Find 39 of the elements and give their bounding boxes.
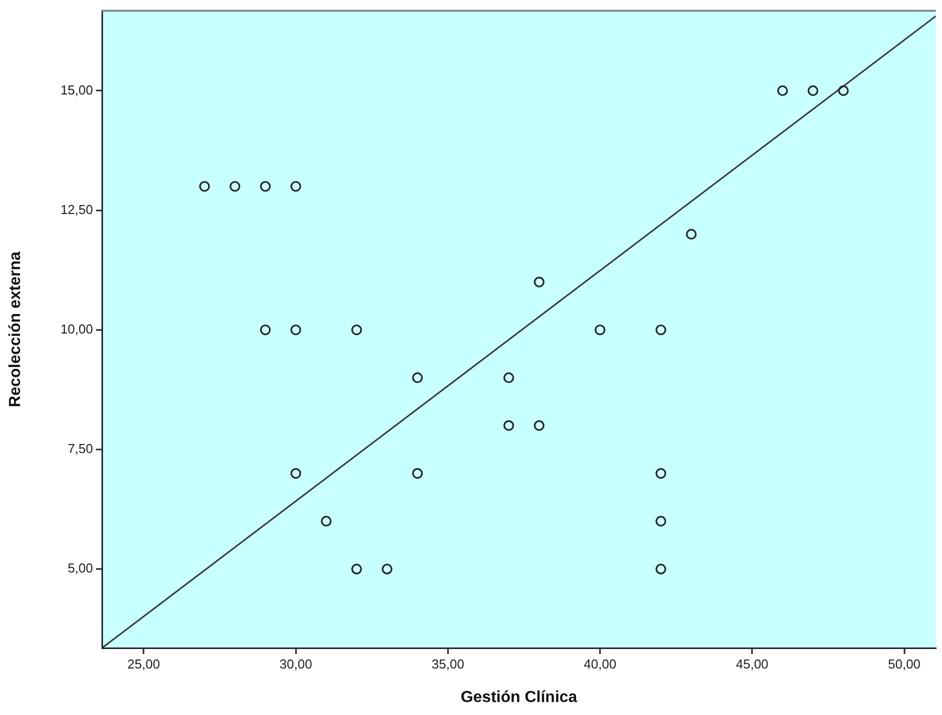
point <box>351 564 362 574</box>
point <box>290 181 302 192</box>
point <box>412 372 423 384</box>
point <box>412 468 423 479</box>
point <box>838 85 849 96</box>
point <box>351 324 362 336</box>
x-tick-label: 30,00 <box>280 656 312 672</box>
x-tick-label: 40,00 <box>584 656 616 672</box>
point <box>230 181 240 192</box>
y-tick-label: 15,00 <box>60 82 93 98</box>
point <box>656 516 666 527</box>
point <box>808 85 818 96</box>
point <box>686 228 697 240</box>
point <box>503 420 514 431</box>
y-tick-label: 7,50 <box>68 441 93 456</box>
x-axis-title: Gestión Clínica <box>460 688 578 706</box>
point <box>290 468 302 479</box>
y-tick-label: 12,50 <box>60 202 93 217</box>
point <box>534 276 544 288</box>
x-tick-label: 25,00 <box>127 656 160 672</box>
point <box>260 181 271 192</box>
point <box>594 324 606 336</box>
x-tick-label: 45,00 <box>736 656 768 672</box>
point <box>290 324 302 336</box>
point <box>656 324 666 336</box>
point <box>382 564 392 574</box>
x-tick-label: 50,00 <box>888 656 921 672</box>
y-tick-label: 5,00 <box>68 560 93 576</box>
y-tick-label: 10,00 <box>60 321 93 336</box>
point <box>199 181 210 192</box>
point <box>320 516 332 527</box>
point <box>534 420 544 431</box>
point <box>260 324 271 336</box>
point <box>656 468 666 479</box>
y-axis-title: Recolección externa <box>7 251 24 408</box>
point <box>656 564 666 574</box>
point <box>503 372 514 384</box>
x-tick-label: 35,00 <box>432 656 464 672</box>
point <box>777 85 788 96</box>
